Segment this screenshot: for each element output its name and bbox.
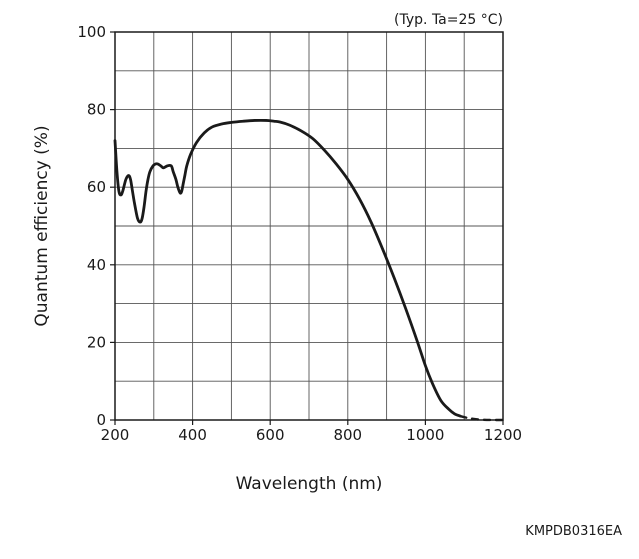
- grid: [115, 32, 503, 420]
- y-tick-label: 60: [87, 178, 106, 196]
- y-tick-label: 0: [96, 411, 106, 429]
- series-group: [113, 118, 505, 422]
- x-tick-label: 600: [256, 426, 285, 444]
- figure-code: KMPDB0316EA: [525, 524, 622, 539]
- x-axis-ticks: 200 400 600 800 1000 1200: [101, 420, 522, 444]
- x-tick-label: 400: [178, 426, 207, 444]
- y-tick-label: 100: [77, 23, 106, 41]
- y-axis-title: Quantum efficiency (%): [32, 125, 52, 326]
- x-axis-title: Wavelength (nm): [236, 474, 383, 494]
- y-tick-label: 20: [87, 333, 106, 351]
- y-axis-ticks: 0 20 40 60 80 100: [77, 23, 115, 429]
- x-tick-label: 1000: [406, 426, 444, 444]
- qe-curve: [113, 118, 462, 418]
- y-tick-label: 40: [87, 256, 106, 274]
- x-tick-label: 1200: [484, 426, 522, 444]
- plot-frame: [114, 31, 504, 421]
- x-tick-label: 800: [333, 426, 362, 444]
- conditions-note: (Typ. Ta=25 °C): [394, 12, 503, 28]
- x-tick-label: 200: [101, 426, 130, 444]
- y-tick-label: 80: [87, 101, 106, 119]
- qe-curve-dashed: [459, 414, 505, 422]
